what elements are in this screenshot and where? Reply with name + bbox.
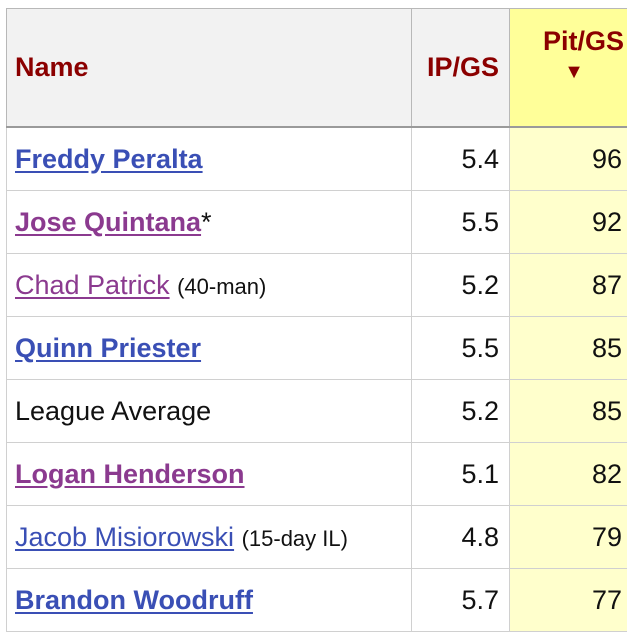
pit-gs-cell: 96	[510, 127, 627, 191]
pit-gs-cell: 77	[510, 569, 627, 632]
header-row: Name IP/GS Pit/GS ▼	[7, 9, 627, 128]
table-row: Jose Quintana* 5.5 92	[7, 191, 627, 254]
table-row: Freddy Peralta 5.4 96	[7, 127, 627, 191]
name-cell: Chad Patrick (40-man)	[7, 254, 412, 317]
column-header-pit-gs-label: Pit/GS	[543, 26, 624, 56]
player-link[interactable]: Quinn Priester	[15, 333, 201, 363]
ip-gs-cell: 5.1	[412, 443, 510, 506]
ip-gs-cell: 5.2	[412, 380, 510, 443]
name-cell: Quinn Priester	[7, 317, 412, 380]
table-row: Logan Henderson 5.1 82	[7, 443, 627, 506]
ip-gs-cell: 5.5	[412, 317, 510, 380]
column-header-ip-gs[interactable]: IP/GS	[412, 9, 510, 128]
ip-gs-cell: 4.8	[412, 506, 510, 569]
player-link[interactable]: Brandon Woodruff	[15, 585, 253, 615]
player-link[interactable]: Freddy Peralta	[15, 144, 203, 174]
player-link[interactable]: Jose Quintana	[15, 207, 201, 237]
pit-gs-cell: 92	[510, 191, 627, 254]
name-cell: Freddy Peralta	[7, 127, 412, 191]
asterisk-marker: *	[201, 207, 212, 237]
sort-descending-icon: ▼	[510, 57, 624, 87]
column-header-name[interactable]: Name	[7, 9, 412, 128]
pit-gs-cell: 85	[510, 380, 627, 443]
stats-table: Name IP/GS Pit/GS ▼ Freddy Peralta 5.4 9…	[6, 8, 627, 632]
ip-gs-cell: 5.5	[412, 191, 510, 254]
column-header-pit-gs[interactable]: Pit/GS ▼	[510, 9, 627, 128]
table-row: Quinn Priester 5.5 85	[7, 317, 627, 380]
player-link[interactable]: Jacob Misiorowski	[15, 522, 234, 552]
name-cell: Jose Quintana*	[7, 191, 412, 254]
roster-status-note: (15-day IL)	[242, 526, 348, 551]
table-row: Chad Patrick (40-man) 5.2 87	[7, 254, 627, 317]
table-row: Jacob Misiorowski (15-day IL) 4.8 79	[7, 506, 627, 569]
table-row: Brandon Woodruff 5.7 77	[7, 569, 627, 632]
name-cell: Jacob Misiorowski (15-day IL)	[7, 506, 412, 569]
name-cell: Logan Henderson	[7, 443, 412, 506]
ip-gs-cell: 5.4	[412, 127, 510, 191]
pit-gs-cell: 79	[510, 506, 627, 569]
pit-gs-cell: 87	[510, 254, 627, 317]
pit-gs-cell: 82	[510, 443, 627, 506]
player-link[interactable]: Logan Henderson	[15, 459, 245, 489]
pit-gs-cell: 85	[510, 317, 627, 380]
name-cell: Brandon Woodruff	[7, 569, 412, 632]
league-average-label: League Average	[7, 380, 412, 443]
ip-gs-cell: 5.7	[412, 569, 510, 632]
player-link[interactable]: Chad Patrick	[15, 270, 170, 300]
ip-gs-cell: 5.2	[412, 254, 510, 317]
roster-status-note: (40-man)	[177, 274, 266, 299]
league-average-row: League Average 5.2 85	[7, 380, 627, 443]
